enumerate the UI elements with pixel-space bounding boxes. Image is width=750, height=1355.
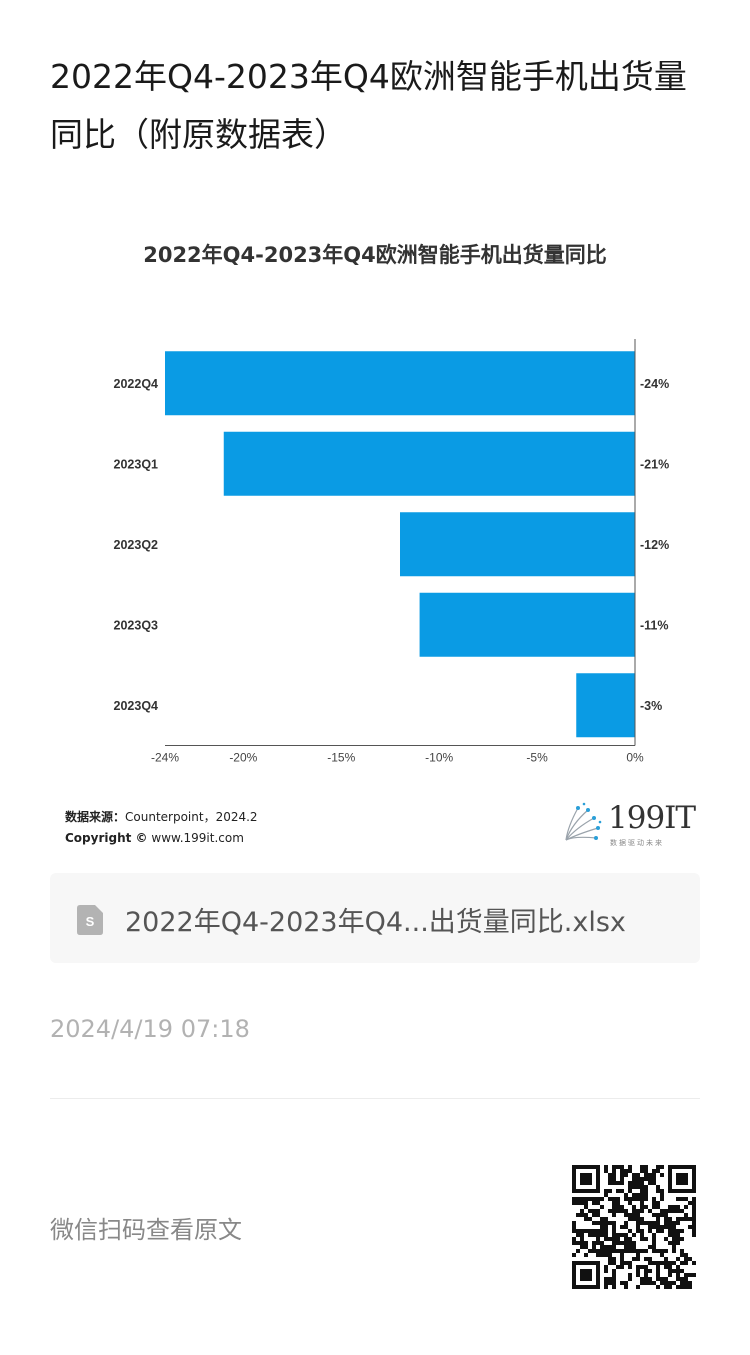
copyright-value: www.199it.com bbox=[151, 831, 244, 845]
category-label: 2022Q4 bbox=[114, 377, 159, 391]
value-label: -21% bbox=[640, 457, 669, 471]
category-label: 2023Q3 bbox=[114, 618, 159, 632]
value-label: -3% bbox=[640, 699, 662, 713]
bar-2023Q2 bbox=[400, 512, 635, 577]
brand-logo: 199IT 数据驱动未来 bbox=[558, 800, 696, 850]
x-tick-label: 0% bbox=[626, 751, 644, 765]
divider bbox=[50, 1098, 700, 1099]
value-label: -11% bbox=[640, 618, 669, 632]
value-label: -24% bbox=[640, 377, 669, 391]
category-label: 2023Q1 bbox=[114, 457, 159, 471]
dandelion-icon bbox=[565, 802, 602, 841]
copyright-label: Copyright © bbox=[65, 831, 148, 845]
x-tick-label: -10% bbox=[425, 751, 453, 765]
source-label: 数据来源： bbox=[65, 810, 126, 824]
x-tick-label: -20% bbox=[229, 751, 257, 765]
category-label: 2023Q4 bbox=[114, 699, 159, 713]
attachment-card[interactable]: S 2022年Q4-2023年Q4...出货量同比.xlsx bbox=[50, 873, 700, 963]
qr-hint: 微信扫码查看原文 bbox=[50, 1216, 242, 1244]
x-tick-label: -15% bbox=[327, 751, 355, 765]
x-tick-label: -5% bbox=[526, 751, 548, 765]
chart-title: 2022年Q4-2023年Q4欧洲智能手机出货量同比 bbox=[143, 243, 607, 267]
x-tick-label: -24% bbox=[151, 751, 179, 765]
svg-text:S: S bbox=[86, 914, 95, 929]
bar-2022Q4 bbox=[165, 351, 635, 416]
bar-2023Q3 bbox=[419, 592, 635, 657]
attachment-file-name[interactable]: 2022年Q4-2023年Q4...出货量同比.xlsx bbox=[125, 907, 626, 938]
brand-name: 199IT bbox=[608, 800, 696, 836]
bar-2023Q1 bbox=[223, 431, 635, 496]
post-date: 2024/4/19 07:18 bbox=[50, 1015, 250, 1043]
spreadsheet-file-icon: S bbox=[77, 905, 103, 935]
chart-figure: 2022年Q4-2023年Q4欧洲智能手机出货量同比 2022Q4 -24% 202… bbox=[50, 215, 700, 865]
qr-code-icon[interactable] bbox=[572, 1165, 696, 1289]
category-label: 2023Q2 bbox=[114, 538, 159, 552]
source-block: 数据来源：Counterpoint，2024.2 Copyright © www… bbox=[65, 807, 258, 849]
article-title: 2022年Q4-2023年Q4欧洲智能手机出货量同比（附原数据表） bbox=[50, 57, 687, 154]
source-value: Counterpoint，2024.2 bbox=[125, 810, 258, 824]
brand-tagline: 数据驱动未来 bbox=[610, 839, 664, 847]
value-label: -12% bbox=[640, 538, 669, 552]
bar-chart: 2022Q4 -24% 2023Q1 -21% 2023Q2 -12% 2023Q3 -11%… bbox=[114, 339, 669, 765]
bar-2023Q4 bbox=[576, 673, 635, 738]
